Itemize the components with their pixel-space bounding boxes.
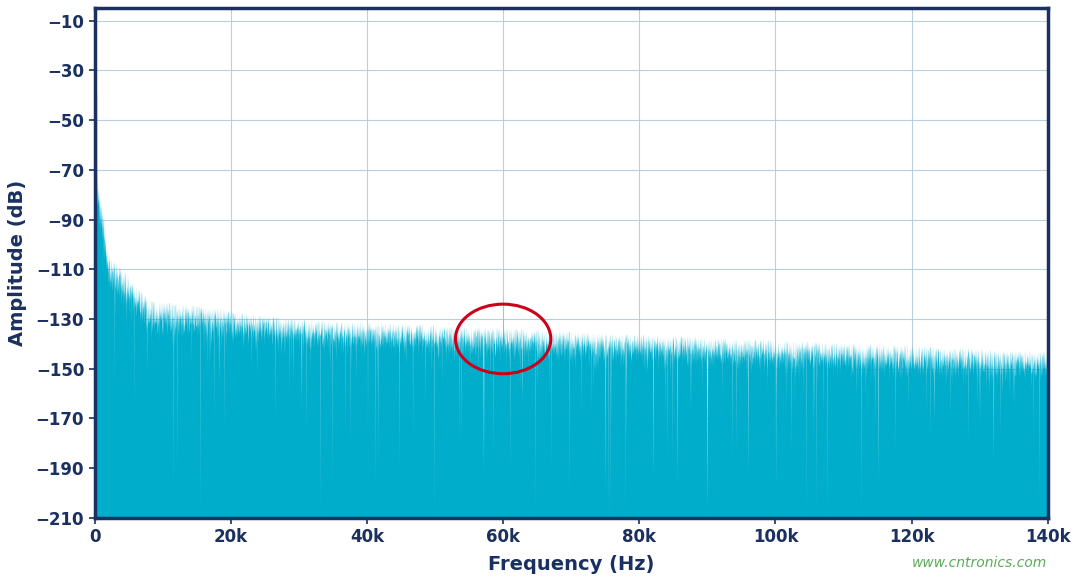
Text: www.cntronics.com: www.cntronics.com (912, 556, 1047, 570)
Y-axis label: Amplitude (dB): Amplitude (dB) (9, 180, 27, 346)
X-axis label: Frequency (Hz): Frequency (Hz) (488, 555, 654, 574)
